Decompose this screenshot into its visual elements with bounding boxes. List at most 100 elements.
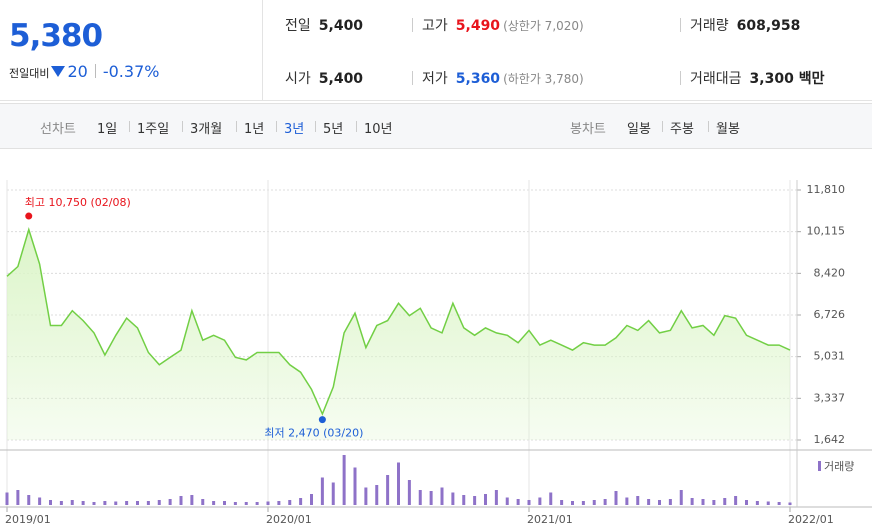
volume-bar [679,490,683,505]
separator [412,18,413,32]
volume-bar [375,485,379,505]
volume-bar [49,500,52,505]
y-tick-label: 11,810 [807,183,846,196]
separator [315,121,316,132]
tab-label: 선차트 [40,122,76,137]
summary-label: 거래량 [690,18,729,34]
volume-bar [668,499,672,505]
down-icon [51,66,66,77]
volume-bar [407,480,411,505]
volume-bar [712,500,716,505]
volume-bar [581,501,585,505]
volume-bar [505,497,509,505]
volume-bar [690,498,694,505]
volume-bar [114,501,118,505]
current-price: 5,380 [9,18,103,54]
volume-bar [331,482,335,505]
y-tick-label: 5,031 [814,350,846,363]
summary-value: 5,490 [455,18,501,34]
separator [680,18,681,32]
price-line [6,227,791,416]
y-tick-label: 6,726 [814,308,846,321]
candle-tab[interactable]: 월봉 [716,122,740,137]
volume-bar [755,501,759,505]
x-tick-label: 2019/01 [5,513,51,526]
volume-bar [81,501,85,505]
volume-bar [320,477,324,505]
summary-value: 608,958 [736,18,801,34]
legend-swatch [818,461,821,471]
x-tick-label: 2020/01 [266,513,312,526]
volume-bar [212,501,216,505]
volume-bar [625,497,629,505]
annotation: 최고 10,750 (02/08) [25,196,131,209]
separator [236,121,237,132]
chart: 1,642 3,337 5,031 6,726 8,420 10,115 11,810 201… [0,180,872,526]
volume-bar [549,492,553,505]
price-limit: (상한가 7,020) [503,19,584,33]
extreme-dot [25,212,33,220]
summary-cell: 저가 5,360 (하한가 3,780) [422,68,584,88]
candle-tab[interactable]: 일봉 [627,122,651,137]
separator [276,121,277,132]
period-tab[interactable]: 1주일 [137,122,170,137]
volume-bar [201,499,205,505]
volume-bar [103,501,107,505]
volume-bar [288,500,292,505]
volume-bar [277,501,281,505]
period-tab[interactable]: 1일 [97,122,118,137]
annotation: 최저 2,470 (03/20) [264,427,363,440]
volume-bar [244,502,248,505]
summary-cell: 고가 5,490 (상한가 7,020) [422,15,584,35]
x-tick-label: 2022/01 [788,513,834,526]
y-tick-label: 1,642 [814,433,846,446]
volume-bar [745,500,748,505]
volume-bar [440,487,444,505]
volume-bar [299,498,303,505]
period-tab[interactable]: 5년 [323,122,344,137]
volume-bar [70,500,74,505]
change: 전일대비 20 -0.37% [9,62,159,81]
period-tab[interactable]: 10년 [364,122,393,137]
summary-value: 5,360 [455,71,501,87]
summary-cell: 시가 5,400 [285,68,363,88]
volume-bar [16,490,20,505]
separator [662,121,663,132]
summary-value: 5,400 [318,18,364,34]
y-tick-label: 10,115 [807,225,846,238]
period-tab[interactable]: 3년 [284,122,305,137]
volume-bar [723,498,727,505]
volume-bar [451,492,455,505]
volume-bar [179,496,183,505]
change-pct: -0.37% [102,62,160,81]
summary-value: 5,400 [318,71,364,87]
summary-label: 거래대금 [690,71,742,87]
volume-bar [473,496,477,505]
volume-bar [364,487,368,505]
period-tab[interactable]: 1년 [244,122,265,137]
period-tab[interactable]: 3개월 [190,122,223,137]
volume-bar [92,502,96,505]
candle-tab[interactable]: 주봉 [670,122,694,137]
volume-bar [386,475,390,505]
volume-bar [614,491,618,505]
summary-cell: 전일 5,400 [285,15,363,35]
volume-bar [146,501,150,505]
volume-bar [27,495,31,505]
tab-label: 봉차트 [570,122,606,137]
volume-bar [157,500,161,505]
separator [680,71,681,85]
volume-bar [571,501,574,505]
volume-bar [538,497,542,505]
volume-bar [560,500,564,505]
volume-bar [310,494,313,505]
volume-bar [788,502,792,505]
y-tick-label: 3,337 [814,391,846,404]
volume-bar [5,492,9,505]
summary-cell: 거래대금 3,300 백만 [690,68,824,88]
volume-bar [734,496,738,505]
volume-bar [777,502,781,505]
change-value: 20 [67,62,88,81]
volume-bar [233,502,237,505]
